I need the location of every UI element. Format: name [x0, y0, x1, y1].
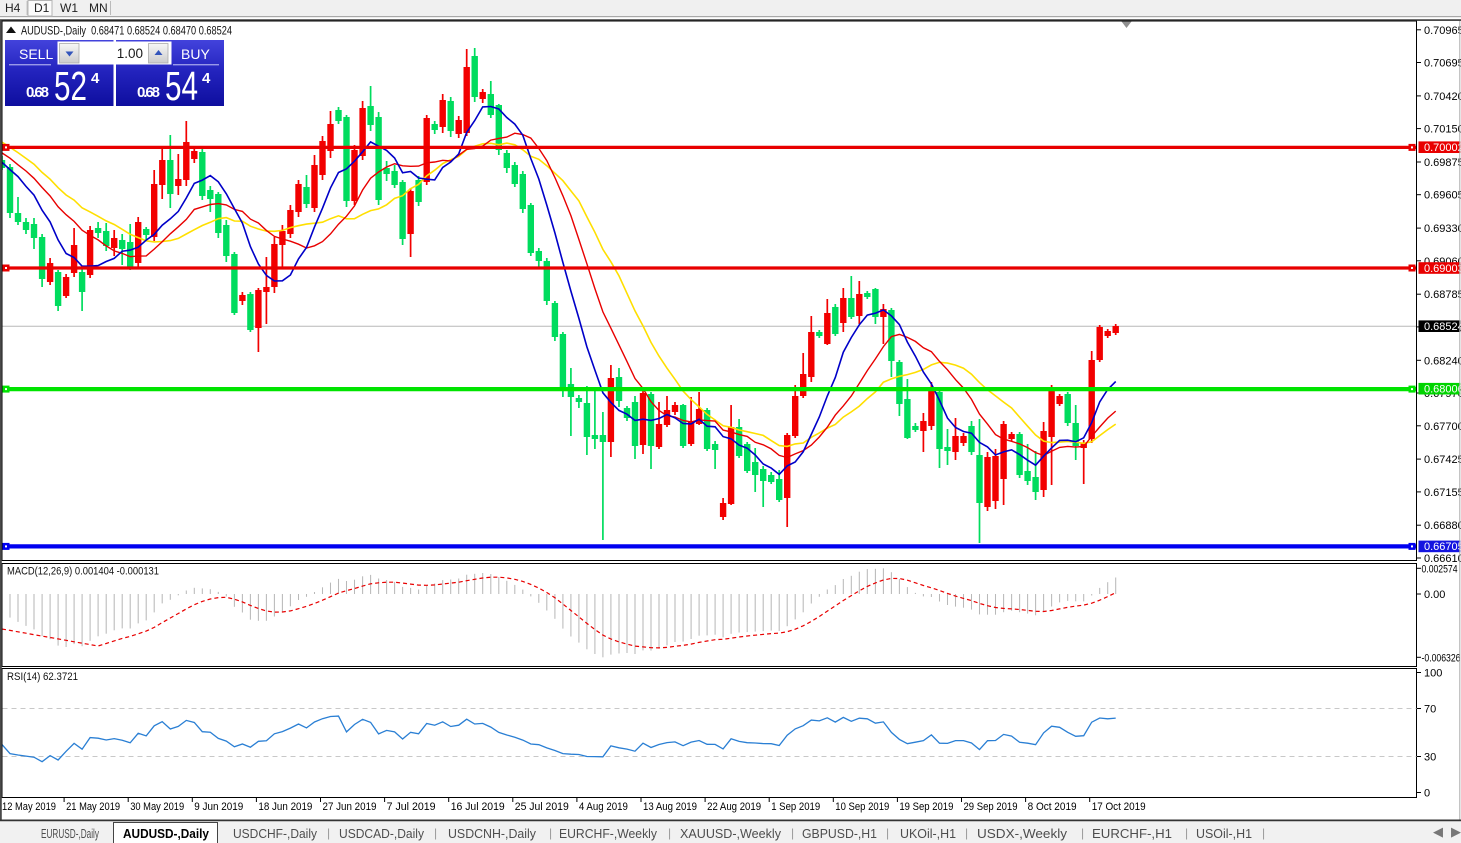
svg-text:0.66610: 0.66610: [1424, 553, 1461, 565]
svg-text:7 Jul 2019: 7 Jul 2019: [387, 801, 436, 813]
svg-text:MACD(12,26,9) 0.001404 -0.0001: MACD(12,26,9) 0.001404 -0.000131: [7, 566, 159, 578]
svg-text:21 May 2019: 21 May 2019: [66, 801, 120, 813]
svg-text:0.70420: 0.70420: [1424, 91, 1461, 103]
svg-text:8 Oct 2019: 8 Oct 2019: [1028, 801, 1077, 813]
svg-text:0.68: 0.68: [137, 84, 160, 101]
svg-text:30: 30: [1424, 752, 1436, 764]
svg-text:22 Aug 2019: 22 Aug 2019: [707, 801, 761, 813]
svg-text:10 Sep 2019: 10 Sep 2019: [835, 801, 889, 813]
svg-text:USOil-,H1: USOil-,H1: [1196, 826, 1252, 841]
svg-text:0.00: 0.00: [1424, 589, 1445, 601]
svg-text:D1: D1: [34, 1, 50, 15]
svg-text:4 Aug 2019: 4 Aug 2019: [579, 801, 628, 813]
svg-text:0.69330: 0.69330: [1424, 223, 1461, 235]
svg-text:25 Jul 2019: 25 Jul 2019: [515, 801, 569, 813]
svg-text:W1: W1: [60, 1, 78, 15]
svg-text:H4: H4: [5, 1, 21, 15]
svg-text:EURUSD-,Daily: EURUSD-,Daily: [41, 826, 99, 841]
svg-text:4: 4: [202, 70, 211, 87]
svg-text:USDCHF-,Daily: USDCHF-,Daily: [233, 826, 317, 841]
svg-text:0.67155: 0.67155: [1424, 487, 1461, 499]
svg-text:0.67425: 0.67425: [1424, 454, 1461, 466]
svg-text:0.68240: 0.68240: [1424, 355, 1461, 367]
svg-text:0: 0: [1424, 788, 1430, 800]
svg-text:0.69003: 0.69003: [1424, 263, 1461, 275]
svg-text:0.68524: 0.68524: [1424, 321, 1461, 333]
svg-text:54: 54: [165, 63, 198, 109]
svg-text:0.68006: 0.68006: [1424, 384, 1461, 396]
svg-text:SELL: SELL: [19, 46, 53, 62]
svg-text:USDCAD-,Daily: USDCAD-,Daily: [339, 826, 424, 841]
svg-text:0.002574: 0.002574: [1422, 563, 1458, 575]
svg-text:0.70150: 0.70150: [1424, 124, 1461, 136]
svg-text:0.68: 0.68: [26, 84, 49, 101]
svg-text:USDCNH-,Daily: USDCNH-,Daily: [448, 826, 536, 841]
svg-text:17 Oct 2019: 17 Oct 2019: [1092, 801, 1146, 813]
svg-text:19 Sep 2019: 19 Sep 2019: [899, 801, 953, 813]
svg-text:MN: MN: [89, 1, 108, 15]
svg-text:30 May 2019: 30 May 2019: [130, 801, 184, 813]
svg-text:4: 4: [91, 70, 100, 87]
svg-text:18 Jun 2019: 18 Jun 2019: [258, 801, 312, 813]
svg-text:GBPUSD-,H1: GBPUSD-,H1: [802, 826, 877, 841]
svg-text:52: 52: [54, 63, 87, 109]
svg-text:1 Sep 2019: 1 Sep 2019: [771, 801, 820, 813]
svg-text:0.66880: 0.66880: [1424, 520, 1461, 532]
svg-text:29 Sep 2019: 29 Sep 2019: [964, 801, 1018, 813]
svg-text:BUY: BUY: [181, 46, 210, 62]
svg-text:0.66705: 0.66705: [1424, 541, 1461, 553]
svg-text:100: 100: [1424, 668, 1442, 680]
svg-text:0.68785: 0.68785: [1424, 289, 1461, 301]
svg-text:12 May 2019: 12 May 2019: [2, 801, 56, 813]
svg-text:EURCHF-,H1: EURCHF-,H1: [1092, 826, 1172, 841]
svg-text:AUDUSD-,Daily: AUDUSD-,Daily: [123, 826, 210, 841]
svg-text:USDX-,Weekly: USDX-,Weekly: [977, 826, 1068, 841]
svg-text:27 Jun 2019: 27 Jun 2019: [323, 801, 377, 813]
svg-text:0.69875: 0.69875: [1424, 157, 1461, 169]
svg-text:0.67700: 0.67700: [1424, 421, 1461, 433]
svg-text:-0.006326: -0.006326: [1422, 652, 1461, 664]
svg-text:0.70965: 0.70965: [1424, 25, 1461, 37]
svg-text:UKOil-,H1: UKOil-,H1: [900, 826, 956, 841]
svg-text:13 Aug 2019: 13 Aug 2019: [643, 801, 697, 813]
svg-text:0.70002: 0.70002: [1424, 142, 1461, 154]
svg-text:EURCHF-,Weekly: EURCHF-,Weekly: [559, 826, 657, 841]
svg-text:0.69605: 0.69605: [1424, 190, 1461, 202]
svg-text:16 Jul 2019: 16 Jul 2019: [451, 801, 505, 813]
svg-text:0.70695: 0.70695: [1424, 58, 1461, 70]
svg-text:1.00: 1.00: [117, 46, 143, 61]
svg-text:70: 70: [1424, 704, 1436, 716]
svg-text:XAUUSD-,Weekly: XAUUSD-,Weekly: [680, 826, 781, 841]
svg-text:9 Jun 2019: 9 Jun 2019: [194, 801, 243, 813]
svg-text:AUDUSD-,Daily 0.68471 0.68524: AUDUSD-,Daily 0.68471 0.68524 0.68470 0.…: [21, 24, 232, 38]
svg-text:RSI(14) 62.3721: RSI(14) 62.3721: [7, 671, 78, 683]
